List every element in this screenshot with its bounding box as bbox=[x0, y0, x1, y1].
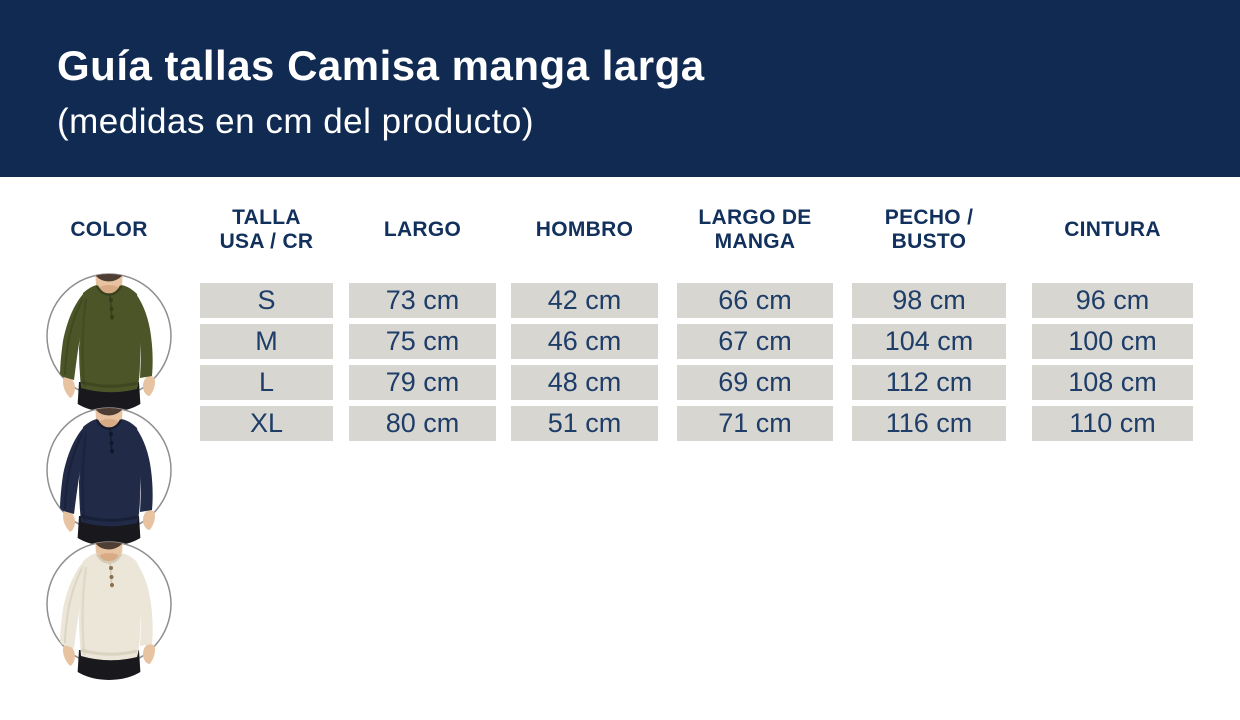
measure-cell: 79 cm bbox=[349, 365, 496, 400]
size-cell: L bbox=[200, 365, 333, 400]
measure-cell: 67 cm bbox=[677, 324, 833, 359]
column-header-talla: TALLA USA / CR bbox=[219, 206, 314, 253]
model-wearing-shirt-illustration bbox=[46, 273, 172, 412]
measure-cell: 108 cm bbox=[1032, 365, 1193, 400]
shirt-photo-olive-green bbox=[37, 264, 181, 414]
column-header-pecho: PECHO / BUSTO bbox=[884, 206, 974, 253]
model-wearing-shirt-illustration bbox=[46, 407, 172, 546]
measure-cell: 116 cm bbox=[852, 406, 1006, 441]
measure-cell: 100 cm bbox=[1032, 324, 1193, 359]
measure-cell: 98 cm bbox=[852, 283, 1006, 318]
column-header-cintura: CINTURA bbox=[1064, 218, 1161, 242]
measure-cell: 66 cm bbox=[677, 283, 833, 318]
page-subtitle: (medidas en cm del producto) bbox=[57, 102, 534, 141]
measure-cell: 69 cm bbox=[677, 365, 833, 400]
banner: Guía tallas Camisa manga larga (medidas … bbox=[0, 0, 1240, 177]
measure-cell: 73 cm bbox=[349, 283, 496, 318]
model-wearing-shirt-illustration bbox=[46, 541, 172, 680]
measure-cell: 48 cm bbox=[511, 365, 658, 400]
measure-cell: 110 cm bbox=[1032, 406, 1193, 441]
column-header-hombro: HOMBRO bbox=[535, 218, 634, 242]
page-title: Guía tallas Camisa manga larga bbox=[57, 42, 705, 89]
measure-cell: 112 cm bbox=[852, 365, 1006, 400]
measure-cell: 96 cm bbox=[1032, 283, 1193, 318]
measure-cell: 42 cm bbox=[511, 283, 658, 318]
shirt-photo-navy-blue bbox=[37, 398, 181, 548]
size-cell: S bbox=[200, 283, 333, 318]
measure-cell: 46 cm bbox=[511, 324, 658, 359]
measure-cell: 80 cm bbox=[349, 406, 496, 441]
measure-cell: 71 cm bbox=[677, 406, 833, 441]
measure-cell: 104 cm bbox=[852, 324, 1006, 359]
column-header-manga: LARGO DE MANGA bbox=[698, 206, 812, 253]
size-cell: XL bbox=[200, 406, 333, 441]
measure-cell: 75 cm bbox=[349, 324, 496, 359]
size-cell: M bbox=[200, 324, 333, 359]
column-header-color: COLOR bbox=[70, 218, 148, 242]
measure-cell: 51 cm bbox=[511, 406, 658, 441]
shirt-photo-cream bbox=[37, 532, 181, 682]
column-header-largo: LARGO bbox=[383, 218, 462, 242]
